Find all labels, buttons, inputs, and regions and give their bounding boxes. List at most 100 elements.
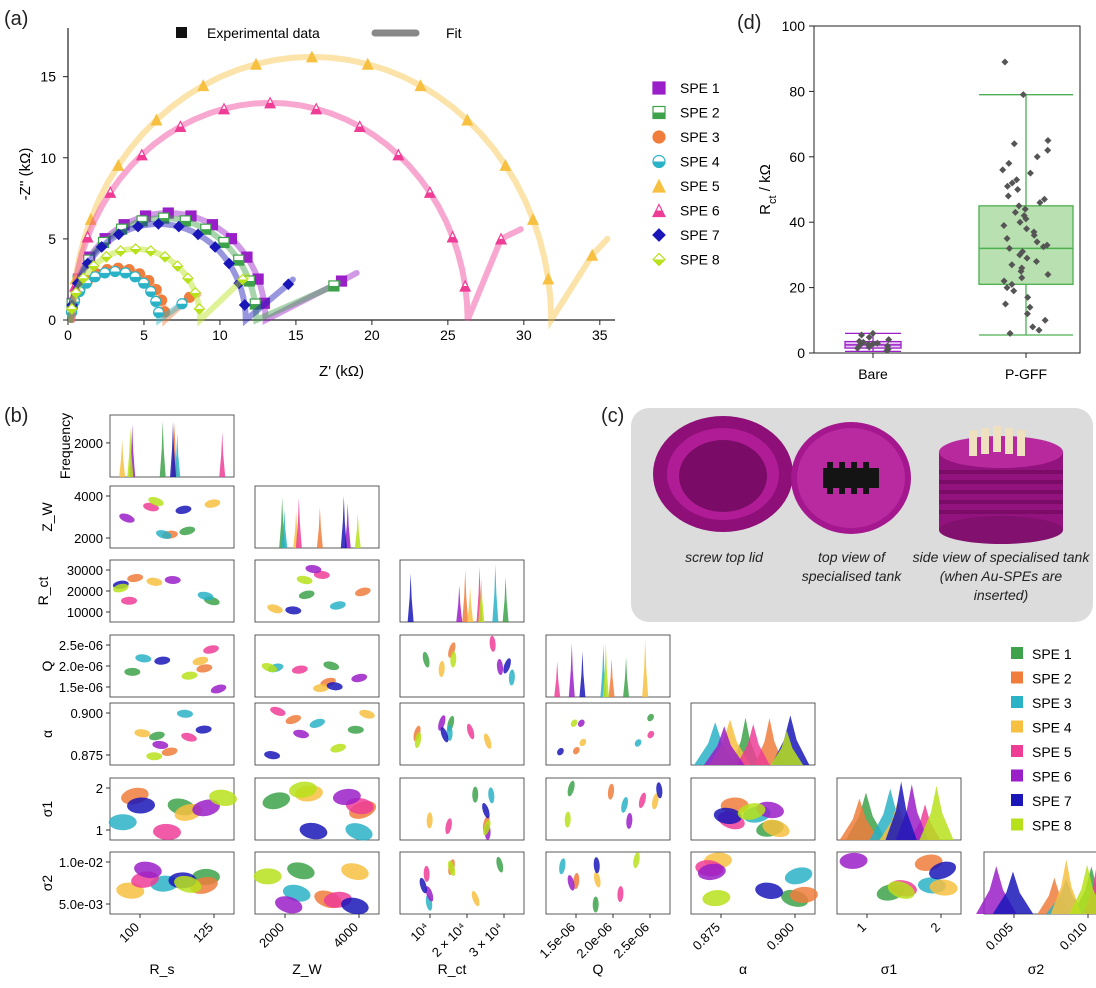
scatter-cloud <box>438 715 446 731</box>
y-axis-label: σ2 <box>39 875 55 892</box>
scatter-cloud <box>593 857 600 874</box>
data-point <box>95 241 108 253</box>
x-tick-label: 1.5e-06 <box>536 920 578 962</box>
subplot-6-6 <box>976 851 1096 915</box>
x-tick-label: 10 <box>212 327 228 343</box>
subplot-0-0 <box>109 414 235 478</box>
data-point-half <box>136 154 147 160</box>
legend-swatch <box>1011 696 1023 708</box>
scatter-cloud <box>156 530 172 539</box>
y-tick-label: 80 <box>789 83 805 99</box>
series-spe-7 <box>66 218 296 327</box>
tank-top-view-photo <box>791 422 911 534</box>
scatter-cloud <box>341 863 369 881</box>
scatter-cloud <box>755 882 784 899</box>
scatter-cloud <box>332 788 361 806</box>
scatter-cloud <box>146 752 163 761</box>
y-tick-label: 15 <box>40 69 56 85</box>
legend-swatch <box>1011 745 1023 757</box>
y-tick-label: 2 <box>96 781 103 796</box>
data-point <box>1018 248 1026 256</box>
scatter-cloud <box>496 856 504 873</box>
scatter-cloud <box>146 577 163 586</box>
scatter-cloud <box>652 793 659 810</box>
data-point <box>250 57 262 70</box>
scatter-cloud <box>262 792 291 810</box>
scatter-cloud <box>287 862 315 880</box>
scatter-cloud <box>482 803 490 819</box>
data-point-half <box>218 108 229 114</box>
data-point-half <box>176 303 187 309</box>
data-point-half <box>175 126 186 132</box>
subplot-3-2 <box>399 634 525 698</box>
scatter-cloud <box>309 718 325 728</box>
scatter-cloud <box>839 852 868 869</box>
scatter-cloud <box>192 656 209 666</box>
scatter-cloud <box>275 896 303 914</box>
x-tick-label: 0.010 <box>1057 920 1091 954</box>
data-point <box>1006 329 1014 337</box>
scatter-cloud <box>149 731 165 741</box>
data-point <box>282 278 295 291</box>
scatter-cloud <box>423 865 430 882</box>
data-point-half <box>145 291 156 297</box>
legend-marker <box>652 81 666 95</box>
y-tick-label: 60 <box>789 149 805 165</box>
scatter-cloud <box>447 860 456 877</box>
legend-label: SPE 4 <box>1032 720 1072 736</box>
x-tick-label: 4000 <box>330 920 361 951</box>
data-point <box>1035 326 1043 334</box>
data-point-half <box>250 304 261 310</box>
scatter-cloud <box>285 715 302 725</box>
legend-experimental-marker <box>176 27 187 38</box>
scatter-cloud <box>762 819 790 838</box>
scatter-cloud <box>148 496 164 507</box>
data-point <box>854 344 862 352</box>
caption-screw-top-lid: screw top lid <box>685 549 763 565</box>
data-point <box>1001 58 1009 66</box>
histogram-bar <box>467 587 474 622</box>
x-tick-label: P-GFF <box>1005 366 1047 382</box>
scatter-cloud <box>737 803 766 820</box>
legend-label: SPE 7 <box>1032 793 1072 809</box>
legend-marker <box>652 130 666 144</box>
data-point-half <box>265 102 276 108</box>
histogram-bar <box>770 730 804 765</box>
y-tick-label: 2.0e-06 <box>59 659 103 674</box>
y-tick-label: 40 <box>789 214 805 230</box>
scatter-cloud <box>448 642 456 658</box>
x-tick-label: Bare <box>858 366 888 382</box>
data-point <box>414 79 427 92</box>
legend-label: SPE 6 <box>680 203 720 219</box>
data-point-half <box>237 279 248 285</box>
data-point <box>1023 310 1031 318</box>
subplot-frame <box>109 702 235 766</box>
x-tick-label: 35 <box>592 327 608 343</box>
subplot-3-0 <box>109 634 235 698</box>
scatter-cloud <box>313 570 330 579</box>
legend-fit-label: Fit <box>446 25 462 41</box>
nyquist-plot: 0 5 10 15 20 25 30 35 0 5 10 15 Z' (kΩ) -Z'' (kΩ) Expe… <box>17 25 720 380</box>
scatter-cloud <box>634 739 642 747</box>
panel-label-b: (b) <box>4 405 29 427</box>
data-point-half <box>66 308 77 314</box>
data-point-half <box>190 292 201 298</box>
scatter-cloud <box>572 746 580 755</box>
data-point <box>864 340 872 348</box>
y-tick-label: 20 <box>789 280 805 296</box>
data-point <box>84 212 97 225</box>
data-point-half <box>120 272 131 278</box>
data-point-half <box>66 312 77 318</box>
data-point-half <box>78 278 89 284</box>
data-point <box>1026 303 1034 311</box>
data-point <box>873 339 881 347</box>
data-point-half <box>130 276 141 282</box>
scatter-cloud <box>593 871 601 888</box>
x-axis-label: Z_W <box>292 961 322 977</box>
scatter-cloud <box>124 667 141 676</box>
legend-label: SPE 2 <box>1032 671 1072 687</box>
scatter-cloud <box>351 673 368 683</box>
y-tick-label: 0 <box>797 345 805 361</box>
histogram-bar <box>568 643 575 697</box>
data-point <box>859 338 867 346</box>
